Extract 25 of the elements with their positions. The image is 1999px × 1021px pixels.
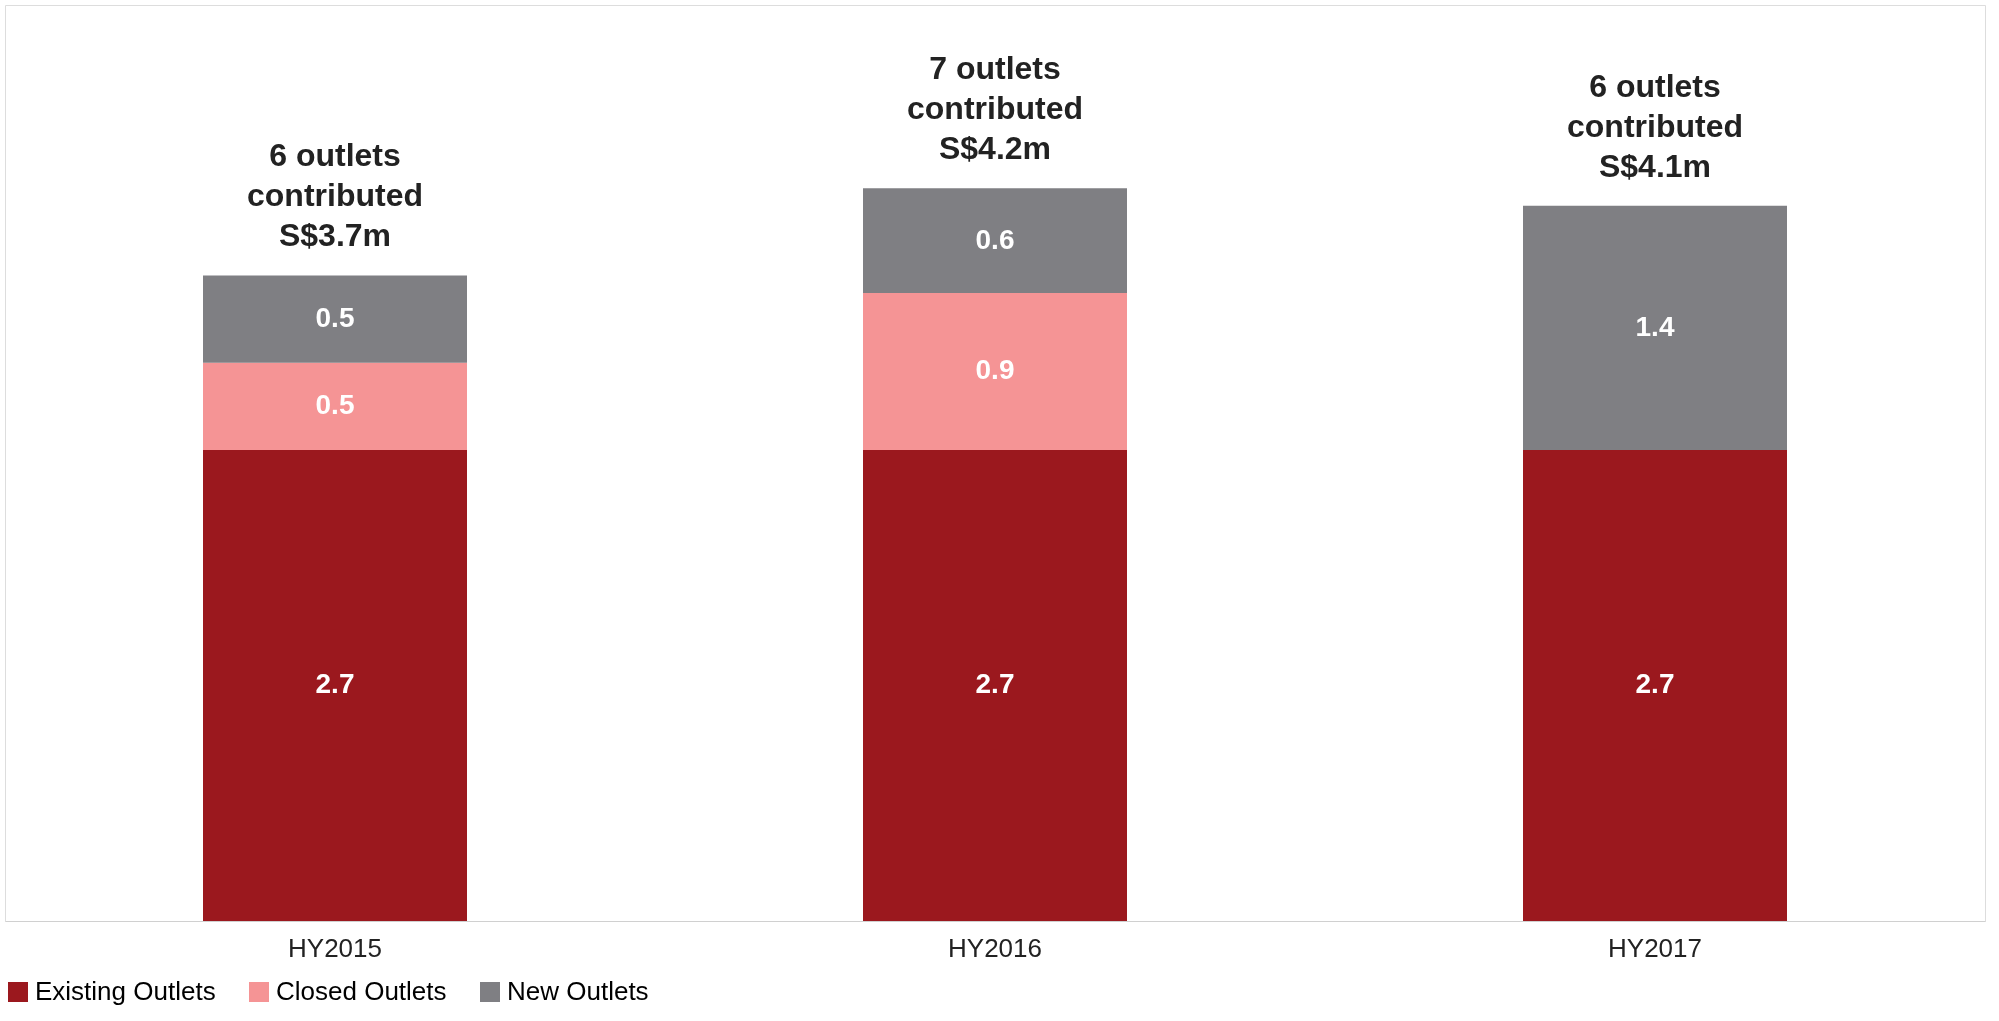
total-label: 7 outlets contributed S$4.2m xyxy=(907,50,1083,167)
legend-label: Closed Outlets xyxy=(276,976,447,1006)
total-label: 6 outlets contributed S$3.7m xyxy=(247,137,423,254)
x-tick-label: HY2017 xyxy=(1608,932,1702,963)
data-label: 0.5 xyxy=(315,302,355,334)
legend-label: New Outlets xyxy=(507,976,649,1006)
bar xyxy=(203,362,467,450)
x-tick-label: HY2015 xyxy=(288,932,382,963)
bar xyxy=(203,275,467,363)
legend-label: Existing Outlets xyxy=(35,976,216,1006)
bar xyxy=(863,449,1127,921)
data-label: 2.7 xyxy=(975,668,1015,700)
x-tick-label: HY2016 xyxy=(948,932,1042,963)
data-label: 2.7 xyxy=(315,668,355,700)
bar xyxy=(203,449,467,921)
bar xyxy=(1523,205,1787,450)
data-label: 0.5 xyxy=(315,389,355,421)
bar xyxy=(863,292,1127,450)
total-label: 6 outlets contributed S$4.1m xyxy=(1567,67,1743,184)
bar xyxy=(1523,449,1787,921)
data-label: 0.9 xyxy=(975,354,1015,386)
data-label: 1.4 xyxy=(1635,310,1675,342)
data-label: 2.7 xyxy=(1635,668,1675,700)
bar xyxy=(863,188,1127,293)
data-label: 0.6 xyxy=(975,223,1015,255)
